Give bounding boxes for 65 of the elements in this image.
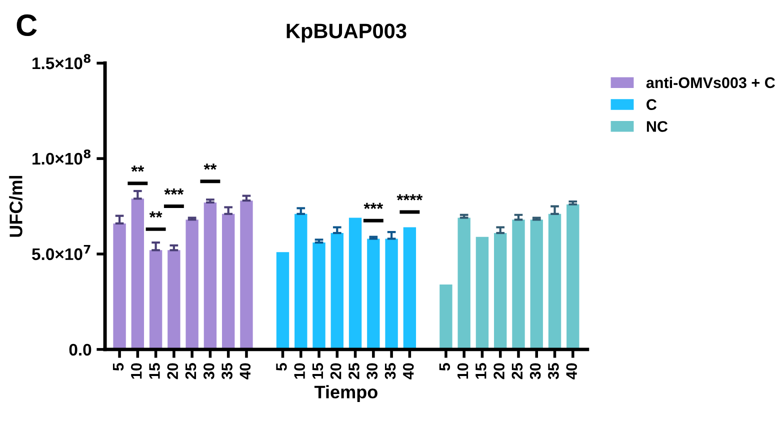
x-tick-label: 15 — [476, 363, 486, 379]
bar — [168, 250, 180, 350]
bar — [530, 220, 543, 350]
x-tick-label: 20 — [330, 363, 342, 380]
y-tick-label: 0.0 — [69, 344, 92, 356]
bar — [186, 220, 198, 350]
x-tick-label: 35 — [548, 363, 559, 380]
x-tick-label: 35 — [384, 363, 396, 380]
bar — [385, 238, 398, 350]
x-tick-label: 35 — [222, 363, 232, 380]
chart-title: KpBUAP003 — [286, 24, 406, 42]
bar — [476, 236, 489, 350]
bar — [222, 214, 235, 350]
bar — [330, 233, 344, 350]
bar — [113, 223, 126, 350]
bar — [367, 238, 380, 350]
x-tick-label: 25 — [348, 363, 360, 380]
bar — [512, 220, 525, 350]
legend-label: anti-OMVs003 + C — [646, 76, 775, 88]
x-tick-label: 10 — [457, 363, 468, 379]
x-tick-label: 10 — [130, 363, 142, 379]
x-tick-label: 40 — [566, 363, 577, 380]
bar — [149, 250, 162, 350]
bar — [276, 252, 290, 350]
bar — [240, 200, 253, 350]
bar — [294, 214, 308, 350]
x-axis-title: Tiempo — [314, 385, 378, 402]
annotation: *** — [164, 188, 184, 195]
legend-label: NC — [646, 121, 668, 132]
annotation: ** — [131, 166, 144, 172]
x-tick-label: 30 — [203, 363, 214, 380]
annotation: **** — [396, 194, 423, 200]
x-tick-label: 20 — [167, 363, 178, 380]
x-tick-label: 25 — [185, 363, 196, 380]
bar — [403, 227, 416, 350]
x-tick-label: 5 — [112, 363, 124, 371]
x-tick-label: 15 — [312, 363, 324, 379]
y-tick-label: 1.0×10$^{8}$ — [32, 149, 90, 165]
bar — [566, 204, 580, 350]
x-tick-label: 5 — [276, 363, 287, 371]
x-tick-label: 20 — [494, 363, 504, 380]
x-tick-label: 30 — [530, 363, 541, 380]
annotation: *** — [364, 202, 384, 210]
text: C — [16, 14, 37, 36]
bar — [312, 242, 326, 350]
bar — [204, 202, 217, 350]
y-axis-title: UFC/ml — [9, 176, 23, 237]
bar — [458, 218, 470, 350]
x-tick-label: 40 — [402, 363, 414, 380]
bar — [494, 233, 507, 350]
bar — [548, 214, 562, 350]
annotation: ** — [149, 211, 162, 218]
x-tick-label: 10 — [294, 363, 305, 379]
x-tick-label: 5 — [439, 363, 450, 371]
x-tick-label: 40 — [240, 363, 251, 380]
bar — [131, 198, 144, 350]
annotation: ** — [204, 164, 217, 170]
y-tick-label: 5.0×10$^{7}$ — [32, 245, 90, 260]
x-tick-label: 25 — [512, 363, 523, 380]
bar — [440, 284, 452, 350]
x-tick-label: 15 — [149, 363, 160, 379]
x-tick-label: 30 — [366, 363, 378, 380]
bar — [348, 218, 362, 350]
y-tick-label: 1.5×10$^{8}$ — [32, 54, 90, 70]
legend-label: C — [646, 99, 657, 110]
